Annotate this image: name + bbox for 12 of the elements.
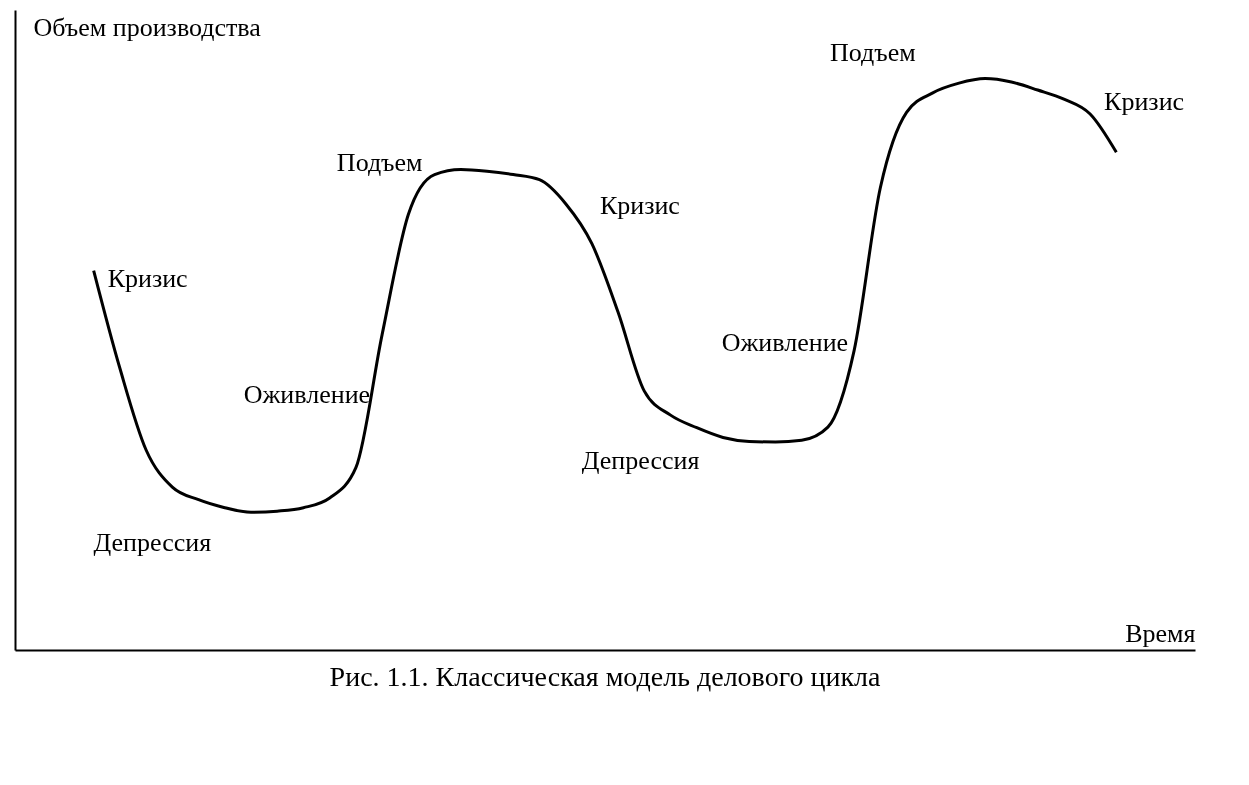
annotation: Депрессия bbox=[93, 528, 212, 558]
annotation: Депрессия bbox=[581, 446, 700, 476]
annotation: Оживление bbox=[243, 379, 371, 409]
annotation: Подъем bbox=[336, 147, 423, 177]
annotation: Кризис bbox=[1104, 87, 1185, 116]
x-axis-title: Время bbox=[1125, 618, 1196, 648]
annotation: Кризис bbox=[599, 190, 680, 220]
text: Рис. 1.1. Классическая модель делового цикла bbox=[329, 661, 881, 692]
y-axis-title: Объем производства bbox=[33, 12, 262, 42]
annotation: Кризис bbox=[107, 263, 188, 293]
annotation: Оживление bbox=[721, 327, 849, 357]
text: Подъем bbox=[829, 37, 916, 67]
